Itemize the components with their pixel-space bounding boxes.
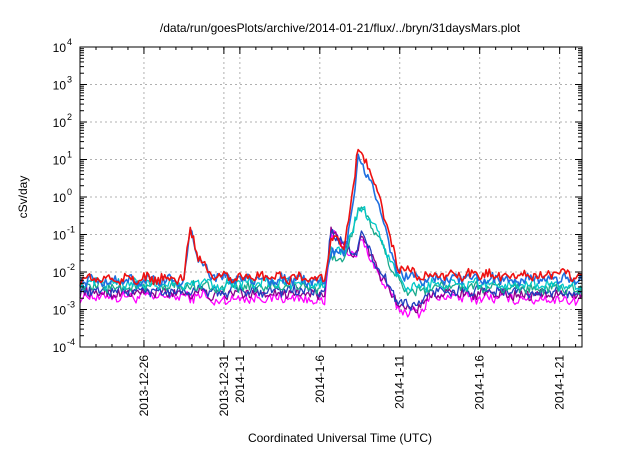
x-tick-label: 2014-1-21 <box>553 355 567 410</box>
x-tick-label: 2013-12-31 <box>217 355 231 417</box>
series-line-5 <box>79 206 583 293</box>
series-line-3 <box>79 228 583 312</box>
x-tick-label: 2014-1-6 <box>313 355 327 403</box>
grid <box>80 47 582 347</box>
y-tick-label: 10 <box>53 266 67 280</box>
x-tick-label: 2014-1-1 <box>233 355 247 403</box>
y-tick-exponent: 0 <box>67 187 72 197</box>
y-tick-exponent: 3 <box>67 75 72 85</box>
x-tick-label: 2014-1-16 <box>473 355 487 410</box>
y-tick-exponent: -2 <box>67 262 75 272</box>
chart-title: /data/run/goesPlots/archive/2014-01-21/f… <box>160 21 521 35</box>
y-tick-label: 10 <box>53 154 67 168</box>
y-axis-label: cSv/day <box>16 176 30 219</box>
y-tick-exponent: -4 <box>67 337 75 347</box>
x-axis: 2013-12-26 2013-12-31 2014-1-1 2014-1-6 2014… <box>79 47 577 417</box>
y-tick-exponent: 4 <box>67 37 72 47</box>
y-tick-label: 10 <box>53 191 67 205</box>
y-tick-label: 10 <box>53 229 67 243</box>
y-tick-label: 10 <box>53 304 67 318</box>
y-tick-label: 10 <box>53 41 67 55</box>
series-group <box>79 148 583 319</box>
y-tick-exponent: 2 <box>67 112 72 122</box>
x-axis-label: Coordinated Universal Time (UTC) <box>248 431 432 445</box>
series-line-6 <box>79 153 583 288</box>
y-tick-exponent: 1 <box>67 150 72 160</box>
y-tick-label: 10 <box>53 341 67 355</box>
y-tick-exponent: -3 <box>67 300 75 310</box>
series-line-7 <box>79 148 583 286</box>
y-tick-exponent: -1 <box>67 225 75 235</box>
x-tick-label: 2013-12-26 <box>137 355 151 417</box>
x-tick-label: 2014-1-11 <box>393 355 407 409</box>
series-line-4 <box>79 206 583 297</box>
y-tick-label: 10 <box>53 79 67 93</box>
y-tick-label: 10 <box>53 116 67 130</box>
